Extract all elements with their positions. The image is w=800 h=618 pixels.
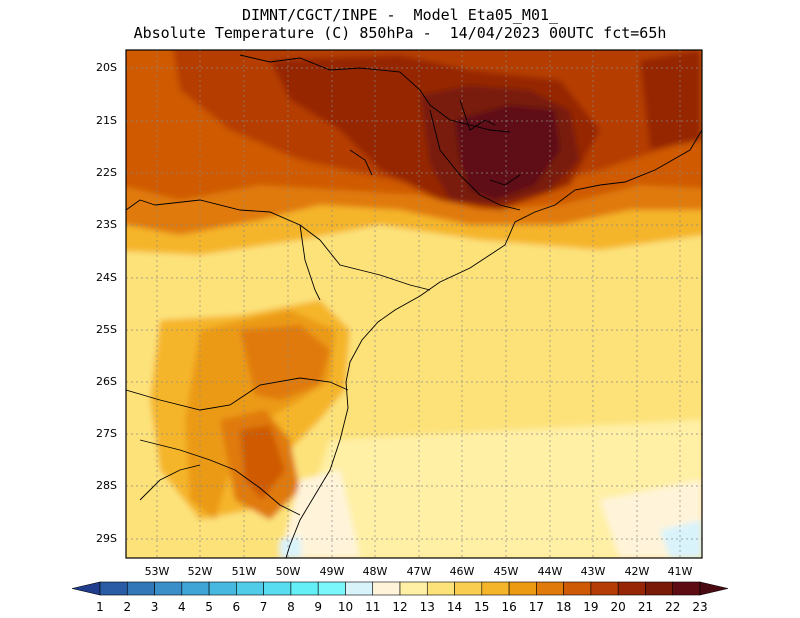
colorbar-swatch: [590, 581, 619, 596]
colorbar-swatch: [317, 581, 346, 596]
field-band-13: [300, 420, 702, 558]
colorbar-level-label: 17: [528, 600, 544, 614]
colorbar-level-label: 22: [665, 600, 681, 614]
colorbar-swatch: [426, 581, 455, 596]
colorbar-level-label: 15: [474, 600, 490, 614]
lon-label: 53W: [144, 565, 170, 578]
colorbar-swatch: [126, 581, 155, 596]
temperature-field: [126, 50, 702, 558]
colorbar-swatch: [454, 581, 483, 596]
colorbar-level-label: 10: [337, 600, 354, 614]
colorbar-level-label: 5: [205, 600, 213, 614]
title-line-2: Absolute Temperature (C) 850hPa - 14/04/…: [133, 24, 667, 42]
colorbar-swatch: [645, 581, 674, 596]
colorbar-level-label: 18: [555, 600, 572, 614]
colorbar-swatch: [536, 581, 564, 596]
lon-label: 43W: [580, 565, 606, 578]
colorbar-swatch: [672, 581, 701, 596]
field-band-11-coast: [280, 536, 302, 558]
colorbar-swatch: [290, 581, 319, 596]
lon-label: 46W: [449, 565, 475, 578]
river-upper: [459, 99, 496, 131]
colorbar-level-label: 3: [150, 600, 159, 614]
lat-label: 29S: [96, 532, 117, 545]
colorbar-swatch: [508, 581, 537, 596]
colorbar-level-label: 4: [177, 600, 186, 614]
lon-label: 45W: [493, 565, 519, 578]
colorbar-swatch: [617, 581, 646, 596]
colorbar-swatch: [154, 581, 183, 596]
lat-label: 26S: [96, 375, 117, 388]
lat-label: 25S: [96, 323, 117, 336]
state-border-north: [239, 54, 511, 133]
colorbar-level-label: 7: [259, 600, 268, 614]
graticule: [126, 50, 702, 558]
lat-label: 27S: [96, 427, 117, 440]
lat-label: 21S: [96, 114, 117, 127]
title-line-1: DIMNT/CGCT/INPE - Model Eta05_M01_: [241, 6, 559, 24]
lon-label: 49W: [319, 565, 345, 578]
lat-label: 24S: [96, 271, 117, 284]
colorbar-level-label: 12: [392, 600, 408, 614]
colorbar-level-label: 1: [96, 600, 104, 614]
lat-label: 23S: [96, 218, 117, 231]
colorbar-swatch: [345, 581, 374, 596]
lon-label: 41W: [667, 565, 693, 578]
border-argentina: [139, 464, 201, 501]
river-west: [349, 149, 373, 176]
lon-label: 44W: [537, 565, 563, 578]
colorbar-arrow-low: [71, 581, 101, 596]
colorbar-swatch: [563, 581, 592, 596]
colorbar-level-label: 11: [365, 600, 381, 614]
lon-label: 42W: [624, 565, 650, 578]
lat-label: 20S: [96, 61, 117, 74]
colorbar-level-label: 14: [446, 600, 463, 614]
lon-label: 48W: [362, 565, 388, 578]
state-border-sp-mg: [429, 109, 521, 211]
colorbar-arrow-high: [699, 581, 729, 596]
coastline: [285, 129, 702, 558]
colorbar-swatch: [181, 581, 210, 596]
colorbar-level-label: 8: [287, 600, 295, 614]
lon-label: 52W: [187, 565, 213, 578]
colorbar-swatch: [208, 581, 237, 596]
colorbar-swatch: [263, 581, 292, 596]
field-band-18-south: [240, 325, 330, 400]
lon-label: 47W: [406, 565, 432, 578]
colorbar: [71, 581, 729, 596]
colorbar-level-label: 13: [419, 600, 435, 614]
colorbar-swatch: [372, 581, 401, 596]
colorbar-swatch: [481, 581, 510, 596]
lon-label: 51W: [231, 565, 257, 578]
border-paraguay: [299, 224, 321, 301]
field-band-21-east: [640, 50, 702, 150]
colorbar-level-label: 19: [583, 600, 599, 614]
colorbar-level-label: 6: [232, 600, 241, 614]
colorbar-swatch: [99, 581, 128, 596]
border-west: [126, 199, 156, 211]
state-border-rs-sc: [139, 439, 301, 516]
coastline-and-borders: [126, 54, 702, 558]
colorbar-level-label: 21: [637, 600, 654, 614]
colorbar-swatch: [236, 581, 264, 596]
lat-label: 28S: [96, 479, 117, 492]
reservoir: [489, 174, 521, 186]
lon-label: 50W: [275, 565, 301, 578]
map-frame: [125, 49, 703, 559]
colorbar-level-label: 2: [123, 600, 132, 614]
state-border-sc-pr: [126, 377, 349, 411]
field-band-23: [455, 105, 560, 200]
colorbar-level-label: 16: [501, 600, 517, 614]
state-border-pr-sp: [154, 199, 431, 291]
colorbar-level-label: 9: [314, 600, 322, 614]
colorbar-swatch: [399, 581, 428, 596]
colorbar-level-label: 20: [610, 600, 626, 614]
lat-label: 22S: [96, 166, 117, 179]
colorbar-level-label: 23: [692, 600, 708, 614]
